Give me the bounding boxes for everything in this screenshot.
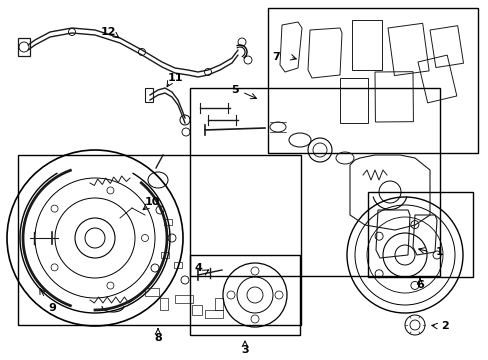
Bar: [18, 155, 301, 325]
Text: 4: 4: [194, 263, 202, 273]
Bar: [175, 295, 193, 303]
Bar: [174, 262, 182, 268]
Bar: [374, 68, 417, 122]
Bar: [190, 88, 439, 276]
Text: 2: 2: [440, 321, 448, 331]
Bar: [204, 310, 223, 318]
Bar: [215, 298, 223, 310]
Bar: [417, 57, 453, 103]
Bar: [161, 252, 169, 258]
Bar: [351, 20, 381, 70]
Bar: [190, 255, 299, 335]
Bar: [160, 298, 168, 310]
Text: 1: 1: [435, 247, 443, 257]
Text: 12: 12: [100, 27, 116, 37]
Text: 9: 9: [48, 303, 56, 313]
Bar: [381, 28, 422, 80]
Bar: [339, 78, 367, 123]
Text: 10: 10: [145, 197, 160, 207]
Bar: [145, 288, 159, 296]
Text: 5: 5: [231, 85, 238, 95]
Text: 8: 8: [154, 333, 162, 343]
Bar: [163, 219, 172, 225]
Bar: [429, 28, 459, 68]
Text: 3: 3: [241, 345, 248, 355]
Text: 6: 6: [415, 280, 423, 290]
Bar: [145, 88, 153, 102]
Text: 11: 11: [167, 73, 183, 83]
Bar: [367, 192, 472, 277]
Bar: [267, 8, 477, 153]
Bar: [192, 305, 202, 315]
Bar: [18, 38, 30, 56]
Text: 7: 7: [272, 52, 280, 62]
